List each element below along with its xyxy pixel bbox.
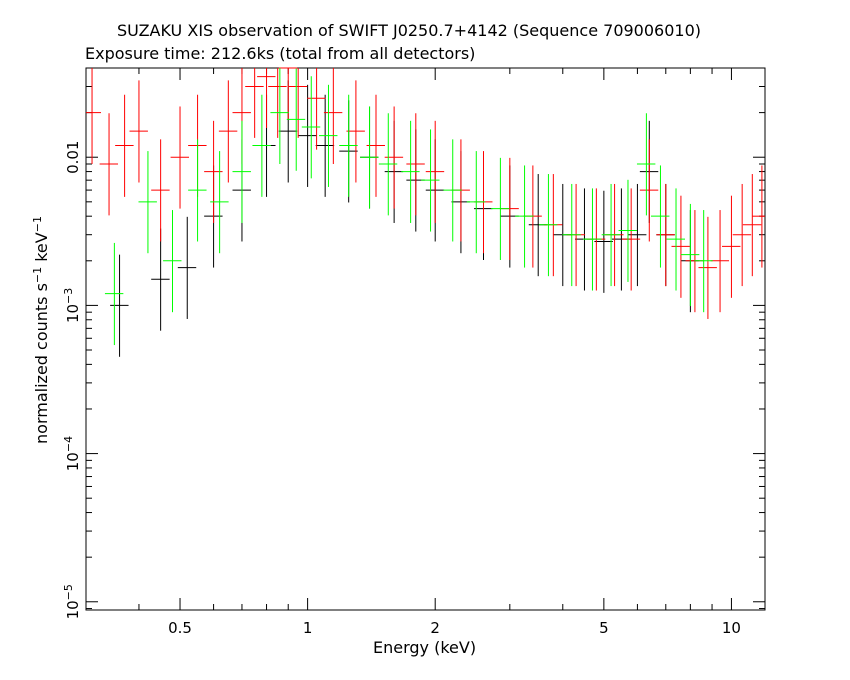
chart-subtitle: Exposure time: 212.6ks (total from all d… bbox=[85, 44, 476, 63]
plot-frame bbox=[85, 67, 766, 611]
x-tick-label: 5 bbox=[599, 619, 609, 637]
y-axis-label-middle: keV bbox=[32, 232, 52, 267]
chart-title: SUZAKU XIS observation of SWIFT J0250.7+… bbox=[117, 21, 701, 40]
x-axis-label: Energy (keV) bbox=[373, 638, 477, 657]
x-tick-label: 1 bbox=[303, 619, 313, 637]
series-2 bbox=[86, 67, 765, 319]
x-tick-label: 0.5 bbox=[168, 619, 192, 637]
plot-frame-box bbox=[85, 67, 766, 611]
y-axis-label: normalized counts s−1 keV−1 bbox=[31, 216, 51, 444]
y-tick-label: 10−5 bbox=[62, 584, 82, 619]
y-tick-label: 10−4 bbox=[62, 436, 82, 471]
x-tick-label: 10 bbox=[722, 619, 741, 637]
data-series bbox=[86, 67, 765, 357]
y-axis-label-exp2: −1 bbox=[30, 216, 44, 233]
series-3 bbox=[104, 68, 713, 346]
y-axis-label-prefix: normalized counts s bbox=[32, 283, 52, 444]
axis-tick-labels: 0.5 1 2 5 10 0.01 10−3 10−4 10−5 bbox=[62, 141, 741, 637]
x-tick-label: 2 bbox=[430, 619, 440, 637]
y-tick-label: 10−3 bbox=[62, 288, 82, 323]
y-tick-label: 0.01 bbox=[64, 141, 82, 174]
axis-ticks bbox=[85, 67, 765, 610]
y-axis-label-exp1: −1 bbox=[30, 266, 44, 284]
